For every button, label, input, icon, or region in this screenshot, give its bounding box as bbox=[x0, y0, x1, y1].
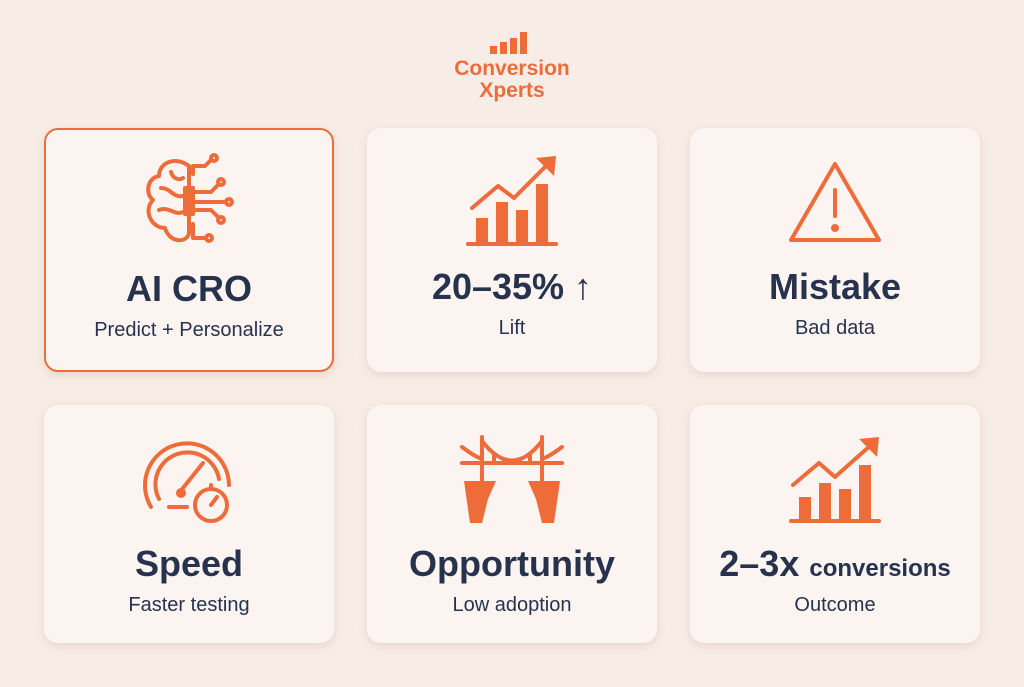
card-subtitle: Predict + Personalize bbox=[94, 319, 284, 341]
card: Speed Faster testing bbox=[44, 405, 334, 643]
card-subtitle: Low adoption bbox=[452, 594, 572, 616]
card-title: 2–3x conversions bbox=[690, 543, 980, 590]
card-subtitle: Bad data bbox=[794, 317, 876, 339]
growth-icon bbox=[789, 437, 881, 523]
card: 20–35% ↑ Lift bbox=[367, 128, 657, 372]
card-subtitle: Outcome bbox=[794, 594, 876, 616]
logo-icon bbox=[490, 32, 527, 54]
card: AI CRO Predict + Personalize bbox=[44, 128, 334, 372]
warning-icon bbox=[789, 162, 881, 242]
card: Mistake Bad data bbox=[690, 128, 980, 372]
card-title: 20–35% ↑ bbox=[431, 266, 593, 307]
speed-icon bbox=[143, 441, 231, 523]
card-subtitle: Lift bbox=[498, 317, 526, 339]
bridge-icon bbox=[460, 435, 564, 523]
growth-icon bbox=[466, 156, 558, 246]
logo: Conversion Xperts bbox=[412, 32, 612, 102]
logo-text: Conversion bbox=[454, 57, 570, 80]
card-subtitle: Faster testing bbox=[128, 594, 250, 616]
brain-icon bbox=[146, 153, 234, 243]
card-title: Opportunity bbox=[409, 543, 615, 584]
logo-text: Xperts bbox=[479, 79, 545, 102]
title-main: 2–3x bbox=[719, 543, 800, 584]
card: Opportunity Low adoption bbox=[367, 405, 657, 643]
card-title: Speed bbox=[134, 543, 244, 584]
title-suffix: conversions bbox=[809, 555, 951, 582]
card: 2–3x conversions Outcome bbox=[690, 405, 980, 643]
card-title: AI CRO bbox=[126, 268, 252, 309]
card-title: Mistake bbox=[768, 266, 902, 307]
